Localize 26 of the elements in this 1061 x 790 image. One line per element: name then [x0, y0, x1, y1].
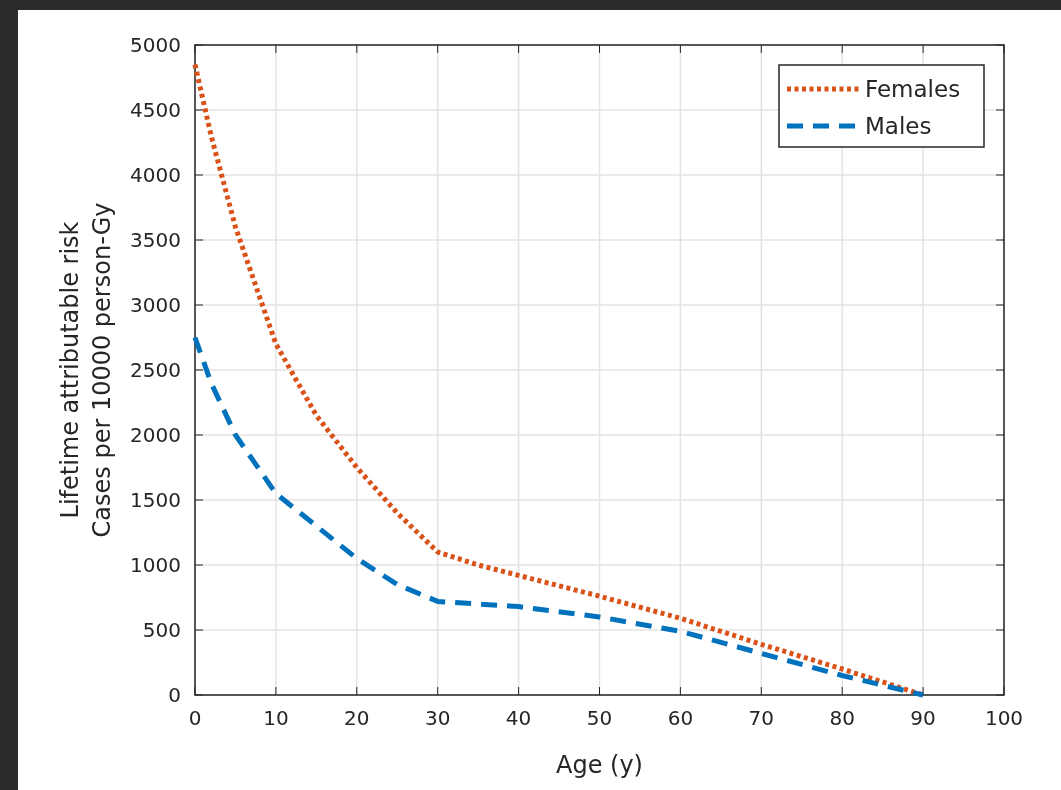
legend-label: Females [865, 76, 961, 103]
y-tick-label: 3000 [130, 293, 181, 317]
x-tick-label: 20 [344, 706, 370, 730]
y-tick-label: 500 [142, 618, 181, 642]
y-axis-title: Lifetime attributable risk Cases per 10000 person-Gy [56, 202, 116, 538]
y-tick-label: 1000 [130, 553, 181, 577]
y-tick-label: 4000 [130, 163, 181, 187]
x-tick-label: 30 [424, 706, 451, 730]
y-tick-label: 2000 [130, 423, 181, 447]
legend-label: Males [865, 113, 932, 140]
x-tick-label: 40 [505, 706, 532, 730]
x-tick-label: 90 [910, 706, 936, 730]
x-tick-label: 10 [263, 706, 289, 730]
x-tick-label: 60 [667, 706, 694, 730]
y-tick-label: 2500 [130, 358, 181, 382]
y-tick-label: 5000 [130, 33, 181, 57]
x-tick-label: 70 [748, 706, 775, 730]
x-axis-title: Age (y) [556, 751, 643, 779]
y-tick-label: 1500 [130, 488, 181, 512]
y-tick-label: 4500 [130, 98, 181, 122]
x-tick-label: 80 [829, 706, 855, 730]
x-tick-label: 100 [984, 706, 1024, 730]
y-tick-label: 3500 [130, 228, 181, 252]
x-tick-label: 0 [188, 706, 202, 730]
x-tick-label: 50 [586, 706, 613, 730]
y-tick-label: 0 [168, 683, 181, 707]
